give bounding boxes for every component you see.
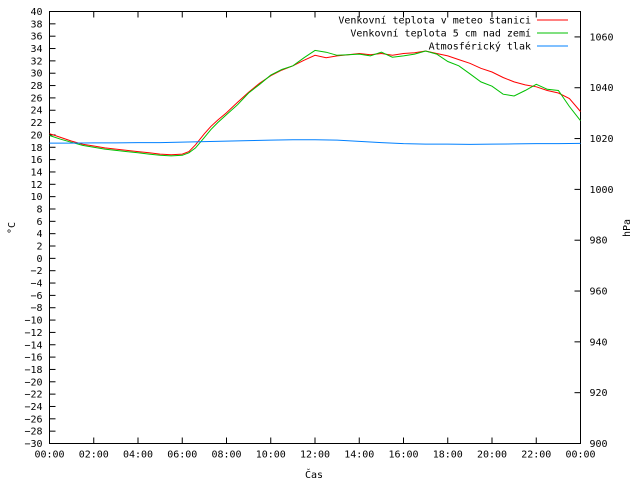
x-tick-label: 16:00 [388,450,418,461]
y-tick-label: −16 [24,353,42,364]
legend-label: Venkovní teplota 5 cm nad zemí [350,28,531,40]
y-tick-label: −12 [24,328,42,339]
x-tick-label: 10:00 [256,450,286,461]
y-tick-label: −20 [24,377,42,388]
y2-tick-label: 940 [590,337,608,348]
x-tick-label: 04:00 [123,450,153,461]
y-tick-label: 12 [30,180,42,191]
y-tick-label: −10 [24,316,42,327]
series-line-atmosf-rick-tlak [49,139,581,145]
x-tick-label: 06:00 [167,450,197,461]
y-tick-label: −30 [24,439,42,450]
x-tick-label: 08:00 [211,450,241,461]
y2-tick-label: 1020 [590,134,614,145]
y-axis-label: °C [7,222,18,234]
y-tick-label: 0 [36,254,42,265]
y-tick-label: 6 [36,217,42,228]
y-tick-label: 4 [36,229,42,240]
x-tick-label: 00:00 [34,450,64,461]
x-tick-label: 14:00 [344,450,374,461]
y-tick-label: −18 [24,365,42,376]
axes: 00:00 02:00 04:00 06:00 08:00 10:00 12:00 14:00… [24,7,613,461]
y-tick-label: 22 [30,118,42,129]
y-tick-label: −2 [30,266,42,277]
y2-tick-label: 1000 [590,185,614,196]
y-tick-label: 16 [30,155,42,166]
x-tick-label: 22:00 [521,450,551,461]
y-tick-label: −4 [30,279,42,290]
series-line-venkovn-teplota-5-cm-nad-zem [49,49,581,157]
y-tick-label: −6 [30,291,42,302]
y2-tick-label: 900 [590,439,608,450]
y-tick-label: 18 [30,143,42,154]
x-tick-label: 18:00 [433,450,463,461]
y-tick-label: 26 [30,93,42,104]
y-tick-label: 28 [30,81,42,92]
y2-tick-label: 1040 [590,83,614,94]
y-tick-label: 32 [30,56,42,67]
y-tick-label: 20 [30,130,42,141]
y-tick-label: 30 [30,69,42,80]
y-tick-label: 8 [36,204,42,215]
legend-label: Venkovní teplota v meteo stanici [338,15,531,27]
y-tick-label: 14 [30,167,42,178]
series-layer [49,49,581,157]
y-tick-label: 10 [30,192,42,203]
y2-tick-label: 980 [590,236,608,247]
y-tick-label: −28 [24,427,42,438]
legend: Venkovní teplota v meteo staniciVenkovní… [338,15,568,53]
x-tick-label: 20:00 [477,450,507,461]
y-tick-label: −8 [30,303,42,314]
y-tick-label: 40 [30,7,42,18]
y2-tick-label: 920 [590,388,608,399]
x-tick-label: 02:00 [79,450,109,461]
y-tick-label: 36 [30,32,42,43]
series-line-venkovn-teplota-v-meteo-stanici [49,50,581,156]
y-tick-label: 2 [36,242,42,253]
x-tick-label: 00:00 [565,450,595,461]
y-tick-label: −22 [24,390,42,401]
y2-tick-label: 1060 [590,32,614,43]
y-tick-label: 24 [30,106,42,117]
y-tick-label: 38 [30,19,42,30]
y-tick-label: −26 [24,414,42,425]
y2-tick-label: 960 [590,287,608,298]
legend-label: Atmosférický tlak [429,41,531,53]
y2-axis-label: hPa [622,219,633,237]
x-tick-label: 12:00 [300,450,330,461]
y-tick-label: −14 [24,340,42,351]
y-tick-label: 34 [30,44,42,55]
x-axis-label: Čas [305,468,323,480]
y-tick-label: −24 [24,402,42,413]
